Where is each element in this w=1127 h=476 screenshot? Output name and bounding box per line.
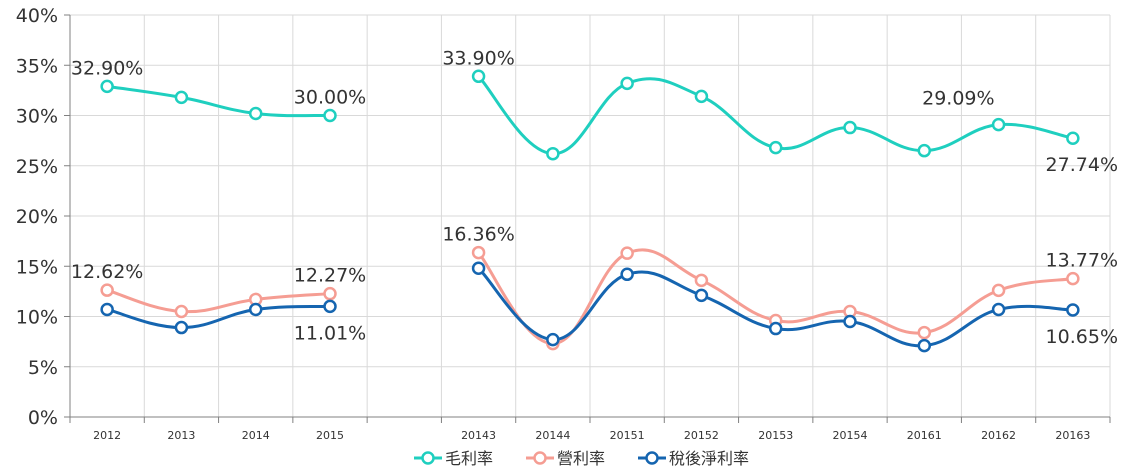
x-tick-label: 20163 bbox=[1055, 429, 1090, 442]
data-label: 16.36% bbox=[442, 224, 514, 246]
x-tick-label: 20152 bbox=[684, 429, 719, 442]
y-tick-label: 25% bbox=[16, 156, 58, 178]
legend-marker bbox=[645, 451, 659, 465]
legend-label: 毛利率 bbox=[445, 449, 493, 468]
y-tick-label: 15% bbox=[16, 256, 58, 278]
grid bbox=[69, 14, 1111, 418]
x-tick-label: 20162 bbox=[981, 429, 1016, 442]
series-line bbox=[477, 248, 1075, 346]
x-tick-label: 20161 bbox=[907, 429, 942, 442]
data-point bbox=[694, 273, 709, 288]
data-point bbox=[471, 69, 486, 84]
data-point bbox=[917, 325, 932, 340]
x-tick-label: 20151 bbox=[610, 429, 645, 442]
x-tick-label: 2015 bbox=[316, 429, 344, 442]
data-label: 13.77% bbox=[1046, 250, 1118, 272]
legend: 毛利率 營利率 稅後淨利率 bbox=[414, 449, 749, 468]
data-point bbox=[991, 283, 1006, 298]
data-point bbox=[174, 90, 189, 105]
legend-marker bbox=[421, 451, 435, 465]
data-point bbox=[1066, 303, 1080, 317]
x-tick-label: 2013 bbox=[167, 429, 195, 442]
data-label: 11.01% bbox=[294, 322, 366, 344]
data-point bbox=[546, 332, 560, 347]
data-point bbox=[768, 140, 783, 155]
data-point bbox=[100, 283, 114, 297]
legend-item: 營利率 bbox=[526, 449, 605, 468]
x-tick-label: 2014 bbox=[242, 429, 270, 442]
data-point bbox=[620, 76, 634, 91]
data-point bbox=[471, 245, 486, 260]
data-label: 12.27% bbox=[294, 265, 366, 287]
series-3 bbox=[100, 261, 1080, 353]
axes: 0% 5% 10% 15% 20% 25% 30% 35% 40% 2012 2013 2014 201… bbox=[16, 5, 1111, 442]
y-tick-label: 40% bbox=[16, 5, 58, 27]
series-line bbox=[477, 74, 1075, 156]
x-tick-label: 20144 bbox=[535, 429, 570, 442]
data-point bbox=[100, 79, 114, 94]
y-tick-label: 0% bbox=[28, 407, 58, 429]
data-label: 29.09% bbox=[922, 88, 994, 110]
data-label: 27.74% bbox=[1046, 154, 1118, 176]
data-point bbox=[917, 143, 932, 158]
x-tick-label: 20154 bbox=[833, 429, 868, 442]
data-point bbox=[694, 288, 709, 303]
data-point bbox=[694, 89, 709, 104]
x-tick-label: 20153 bbox=[758, 429, 793, 442]
data-point bbox=[248, 106, 263, 121]
series-line bbox=[105, 304, 332, 330]
series-1 bbox=[100, 69, 1080, 161]
data-point bbox=[991, 302, 1006, 317]
series-line bbox=[105, 84, 332, 118]
legend-label: 稅後淨利率 bbox=[669, 449, 749, 468]
data-point bbox=[768, 321, 783, 336]
legend-item: 稅後淨利率 bbox=[638, 449, 749, 468]
data-point bbox=[1066, 131, 1080, 145]
data-label: 30.00% bbox=[294, 87, 366, 109]
data-label: 10.65% bbox=[1046, 326, 1118, 348]
data-point bbox=[248, 302, 263, 317]
y-tick-label: 30% bbox=[16, 106, 58, 128]
data-point bbox=[546, 146, 560, 161]
data-label: 33.90% bbox=[442, 47, 514, 69]
y-tick-label: 5% bbox=[28, 357, 58, 379]
series-lines bbox=[100, 69, 1080, 353]
series-2 bbox=[100, 245, 1080, 351]
data-point bbox=[843, 120, 857, 135]
y-tick-label: 20% bbox=[16, 206, 58, 228]
series-line bbox=[105, 288, 332, 314]
data-point bbox=[100, 302, 114, 317]
data-point bbox=[843, 314, 857, 329]
data-point bbox=[323, 108, 337, 123]
data-point bbox=[917, 338, 932, 353]
data-point bbox=[323, 299, 337, 314]
x-tick-label: 2012 bbox=[93, 429, 121, 442]
data-point bbox=[1066, 271, 1080, 286]
data-point bbox=[174, 304, 189, 319]
data-point bbox=[323, 286, 337, 301]
data-label: 32.90% bbox=[71, 57, 143, 79]
y-tick-label: 35% bbox=[16, 55, 58, 77]
data-label: 12.62% bbox=[71, 261, 143, 283]
legend-item: 毛利率 bbox=[414, 449, 493, 468]
data-point bbox=[620, 246, 634, 260]
data-point bbox=[471, 261, 486, 276]
y-tick-label: 10% bbox=[16, 307, 58, 329]
legend-marker bbox=[533, 451, 547, 465]
data-point bbox=[991, 117, 1006, 132]
x-tick-label: 20143 bbox=[461, 429, 496, 442]
data-point bbox=[620, 267, 634, 282]
legend-label: 營利率 bbox=[557, 449, 605, 468]
data-labels: 32.90% 30.00% 33.90% 29.09% 27.74% 12.62% 12.2… bbox=[71, 47, 1118, 348]
data-point bbox=[174, 320, 189, 335]
